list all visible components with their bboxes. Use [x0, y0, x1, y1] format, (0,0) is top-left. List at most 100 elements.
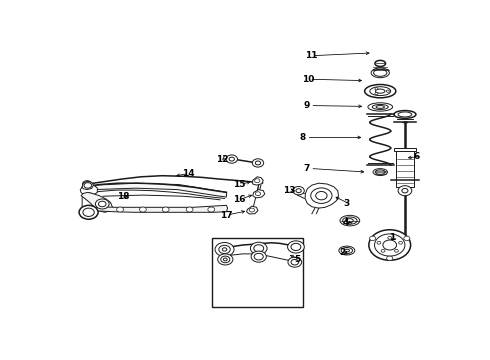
Text: 18: 18 — [117, 192, 129, 201]
Ellipse shape — [365, 85, 396, 98]
Circle shape — [404, 236, 410, 240]
Circle shape — [402, 188, 408, 193]
Ellipse shape — [344, 249, 349, 252]
Text: 13: 13 — [283, 186, 295, 195]
Circle shape — [208, 207, 215, 212]
Circle shape — [215, 243, 234, 256]
Circle shape — [369, 230, 411, 260]
Text: 5: 5 — [294, 256, 300, 265]
Circle shape — [218, 254, 233, 265]
Circle shape — [254, 253, 263, 260]
Text: 14: 14 — [182, 169, 195, 178]
Polygon shape — [253, 190, 265, 198]
Circle shape — [82, 181, 92, 187]
Circle shape — [394, 249, 398, 252]
Ellipse shape — [372, 104, 388, 109]
Circle shape — [117, 207, 123, 212]
Circle shape — [288, 257, 302, 267]
Ellipse shape — [346, 219, 353, 222]
Ellipse shape — [375, 60, 386, 67]
Circle shape — [84, 183, 92, 188]
Circle shape — [311, 188, 332, 203]
Ellipse shape — [340, 215, 360, 226]
Text: 7: 7 — [303, 164, 310, 173]
Text: 1: 1 — [389, 233, 395, 242]
Polygon shape — [80, 184, 98, 196]
Circle shape — [316, 192, 327, 200]
Text: 9: 9 — [303, 101, 310, 110]
Ellipse shape — [370, 87, 391, 96]
Circle shape — [252, 159, 264, 167]
Polygon shape — [82, 181, 94, 190]
Polygon shape — [82, 193, 94, 219]
Circle shape — [255, 192, 261, 196]
Circle shape — [85, 183, 89, 185]
Circle shape — [162, 207, 169, 212]
Circle shape — [79, 205, 98, 219]
Ellipse shape — [376, 105, 385, 108]
Bar — [394, 148, 416, 151]
Circle shape — [254, 245, 264, 252]
Ellipse shape — [341, 247, 352, 253]
Polygon shape — [305, 183, 339, 208]
Circle shape — [226, 155, 238, 163]
Circle shape — [220, 256, 230, 263]
Circle shape — [255, 161, 261, 165]
Circle shape — [219, 245, 230, 253]
Circle shape — [140, 207, 147, 212]
Circle shape — [386, 90, 390, 92]
Polygon shape — [96, 183, 226, 197]
Circle shape — [223, 258, 227, 261]
Ellipse shape — [343, 217, 357, 224]
Circle shape — [83, 208, 94, 216]
Bar — [212, 238, 303, 307]
Ellipse shape — [373, 69, 387, 76]
Circle shape — [96, 199, 109, 209]
Circle shape — [229, 157, 234, 161]
Bar — [396, 151, 414, 187]
Text: 4: 4 — [343, 218, 349, 227]
Circle shape — [296, 189, 301, 193]
Ellipse shape — [371, 68, 390, 78]
Ellipse shape — [368, 103, 392, 111]
Ellipse shape — [375, 170, 385, 174]
Ellipse shape — [375, 89, 385, 93]
Ellipse shape — [339, 246, 355, 255]
Polygon shape — [95, 205, 227, 212]
Text: 11: 11 — [305, 51, 318, 60]
Circle shape — [293, 186, 304, 195]
Circle shape — [377, 242, 381, 244]
Ellipse shape — [373, 168, 388, 176]
Circle shape — [250, 242, 267, 255]
Circle shape — [375, 93, 378, 95]
Circle shape — [375, 87, 378, 90]
Circle shape — [383, 240, 396, 250]
Text: 15: 15 — [233, 180, 246, 189]
Ellipse shape — [394, 111, 416, 118]
Circle shape — [374, 234, 405, 256]
Circle shape — [381, 249, 385, 252]
Text: 8: 8 — [300, 133, 306, 142]
Text: 10: 10 — [302, 75, 315, 84]
Polygon shape — [246, 206, 258, 214]
Circle shape — [369, 236, 376, 240]
Ellipse shape — [398, 112, 412, 117]
Text: 16: 16 — [233, 195, 246, 204]
Text: 17: 17 — [220, 211, 233, 220]
Circle shape — [98, 201, 106, 207]
Circle shape — [249, 208, 254, 212]
Circle shape — [254, 179, 260, 183]
Circle shape — [398, 186, 412, 196]
Circle shape — [388, 237, 392, 239]
Polygon shape — [253, 177, 263, 185]
Circle shape — [222, 248, 227, 251]
Polygon shape — [81, 192, 113, 212]
Circle shape — [387, 256, 393, 261]
Circle shape — [288, 241, 304, 253]
Circle shape — [186, 207, 193, 212]
Text: 2: 2 — [339, 248, 345, 257]
Text: 3: 3 — [343, 199, 349, 208]
Text: 6: 6 — [414, 152, 420, 161]
Circle shape — [251, 251, 267, 262]
Circle shape — [291, 243, 301, 251]
